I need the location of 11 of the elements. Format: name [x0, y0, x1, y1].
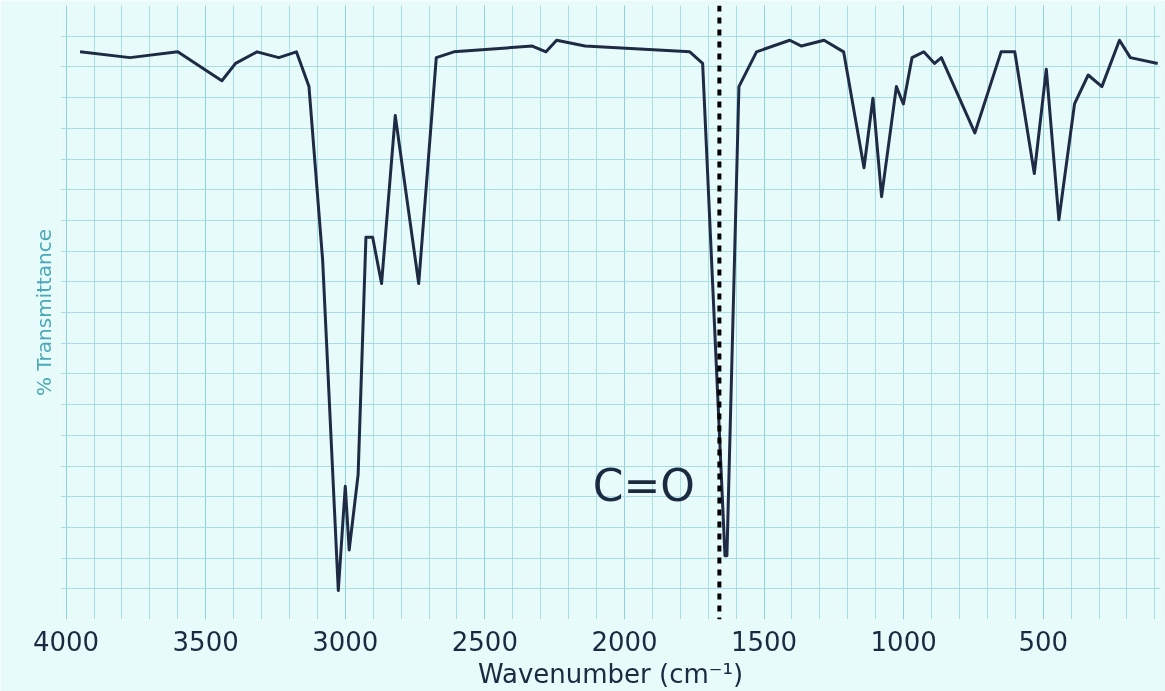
x-tick-label: 2000 [591, 626, 658, 657]
annotation: C=O [592, 459, 695, 511]
x-axis-title: Wavenumber (cm⁻¹) [477, 658, 744, 689]
y-axis-title: % Transmittance [31, 228, 56, 397]
x-tick-label: 3500 [172, 626, 239, 657]
x-tick-label: 1000 [870, 626, 937, 657]
x-tick-label: 500 [1018, 626, 1069, 657]
x-tick-label: 2500 [451, 626, 518, 657]
x-tick-label: 4000 [33, 626, 100, 657]
x-tick-label: 1500 [730, 626, 798, 657]
x-tick-label: 3000 [312, 626, 379, 657]
